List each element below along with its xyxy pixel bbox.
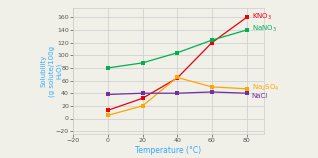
X-axis label: Temperature (°C): Temperature (°C) (135, 146, 202, 155)
Text: NaNO$_3$: NaNO$_3$ (252, 24, 277, 34)
Text: NaCl: NaCl (252, 93, 268, 99)
Y-axis label: Solubility
(g solute/100g
H₂O): Solubility (g solute/100g H₂O) (41, 46, 63, 97)
Text: Na$_2$SO$_4$: Na$_2$SO$_4$ (252, 83, 280, 93)
Text: KNO$_3$: KNO$_3$ (252, 12, 272, 22)
